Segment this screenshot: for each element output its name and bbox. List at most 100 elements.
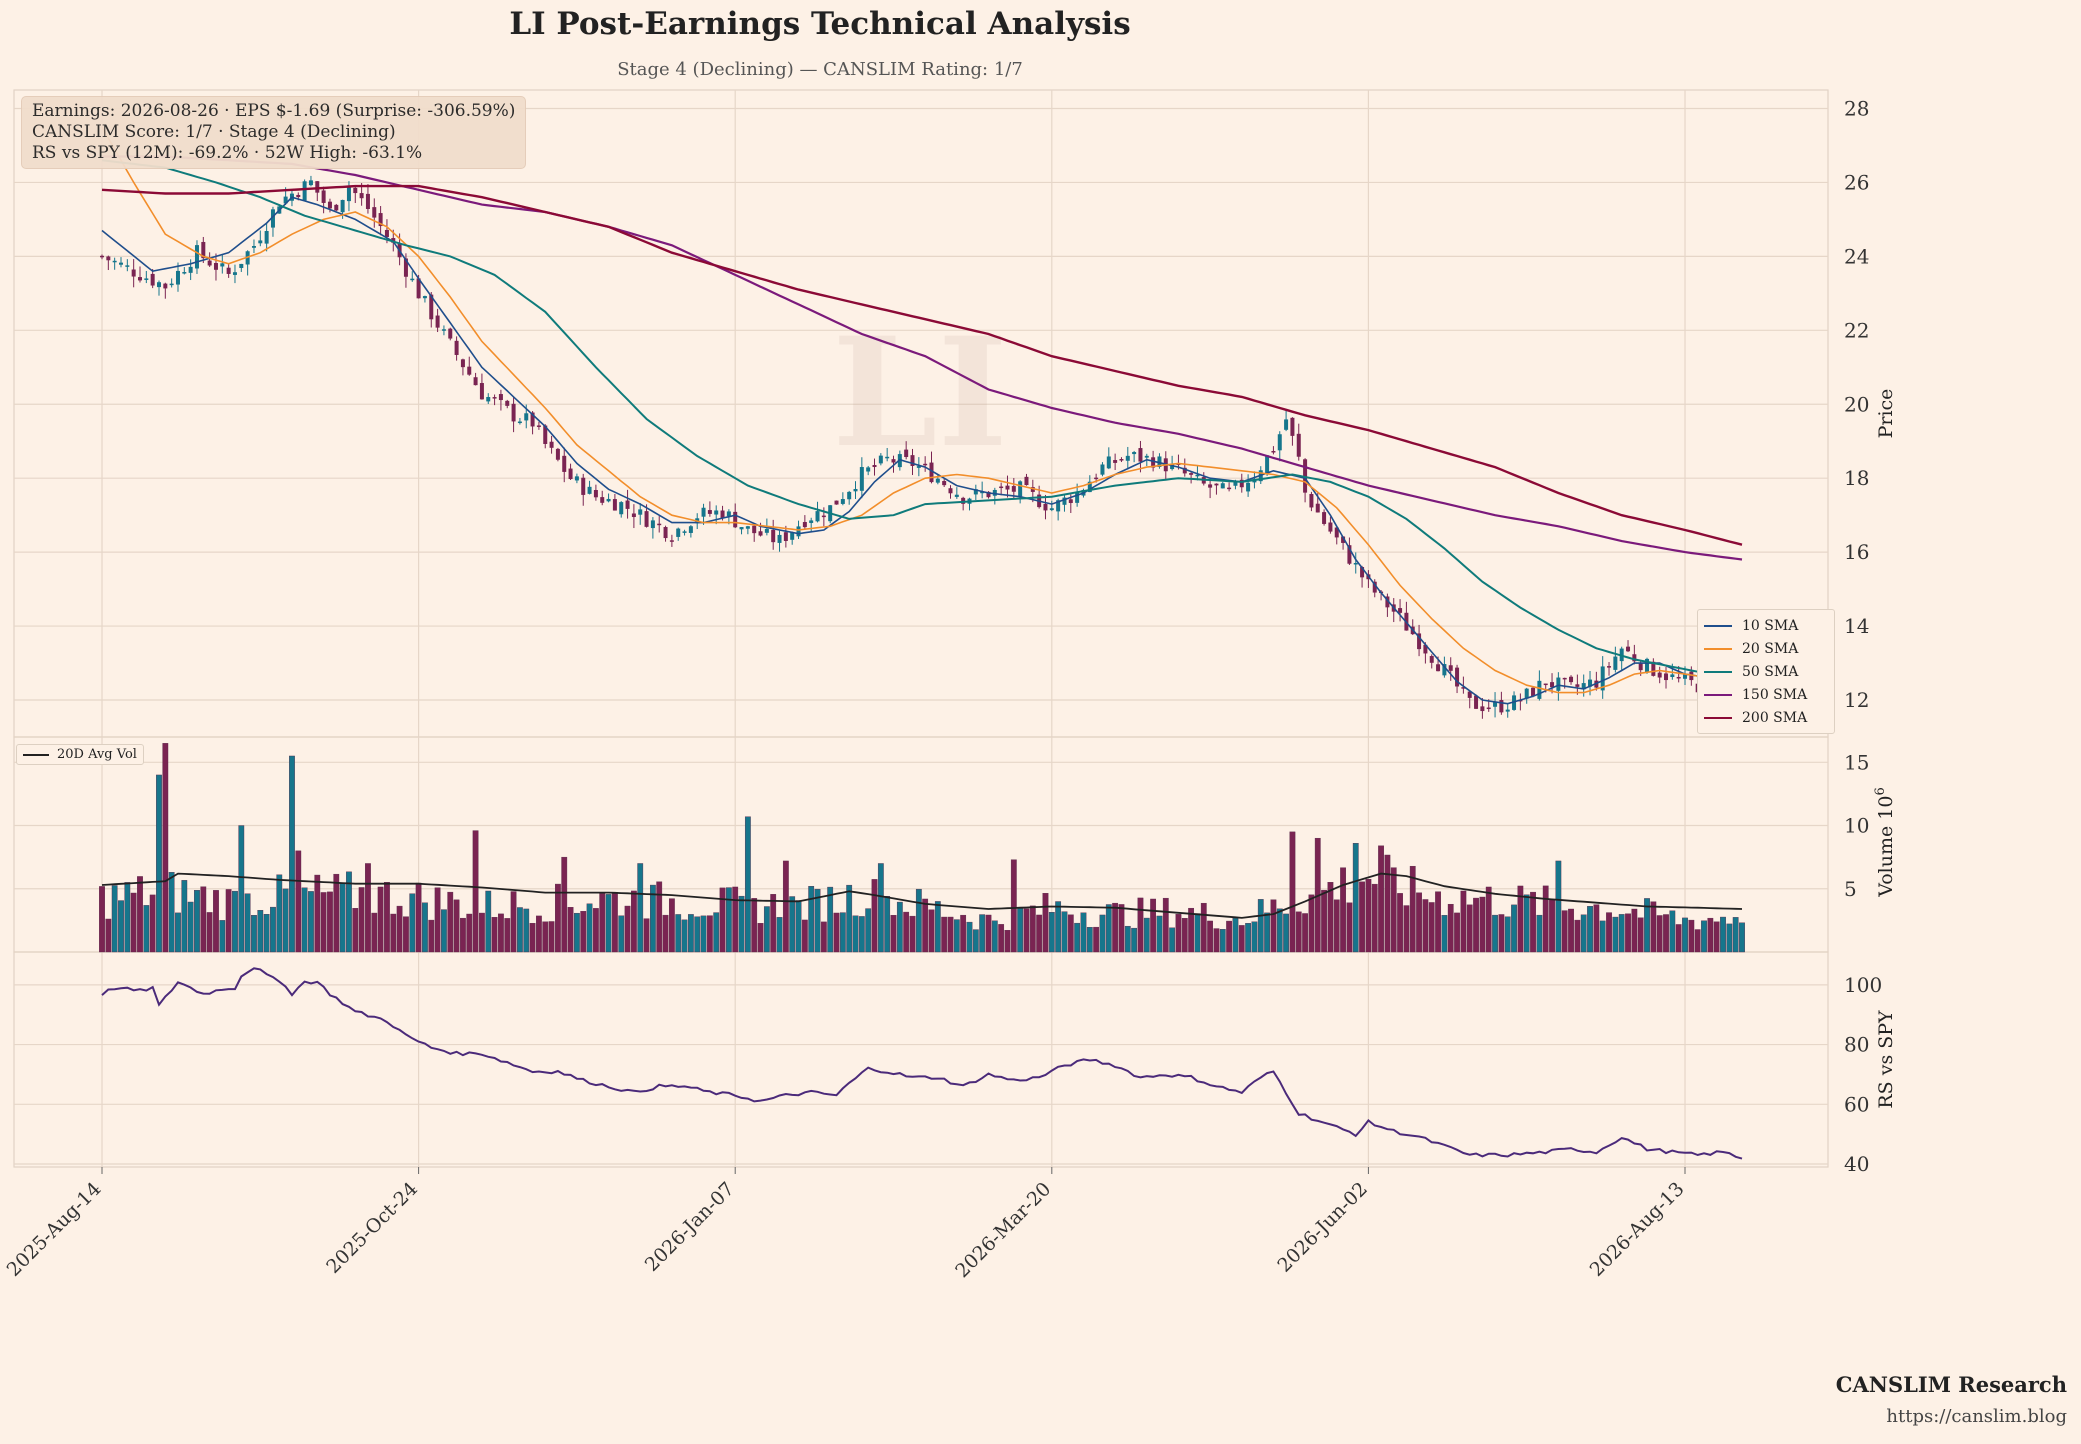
volume-bar xyxy=(1580,914,1587,953)
volume-bar xyxy=(1017,908,1024,953)
volume-bar xyxy=(1656,915,1663,953)
candle-body xyxy=(980,491,985,494)
volume-bar xyxy=(504,918,511,953)
candle-body xyxy=(847,491,852,500)
volume-bar xyxy=(384,882,390,953)
volume-bar xyxy=(1473,897,1479,953)
candle-body xyxy=(1657,672,1662,678)
volume-bar xyxy=(1416,892,1422,953)
volume-bar xyxy=(1371,883,1378,953)
candle-body xyxy=(935,478,940,483)
candle-body xyxy=(657,523,662,526)
candle-body xyxy=(638,509,643,515)
candle-body xyxy=(232,272,237,275)
volume-bars xyxy=(99,743,1745,953)
candle-body xyxy=(568,468,573,480)
candle-body xyxy=(1239,479,1244,488)
volume-bar xyxy=(1302,913,1308,953)
candle-body xyxy=(606,498,611,502)
volume-bar xyxy=(1599,920,1606,953)
candle-body xyxy=(1676,676,1681,679)
candle-body xyxy=(878,455,883,464)
candle-body xyxy=(1398,608,1403,613)
candle-body xyxy=(1423,644,1428,654)
volume-bar xyxy=(1080,912,1087,953)
volume-bar xyxy=(858,916,865,953)
volume-bar xyxy=(934,901,941,953)
volume-bar xyxy=(884,896,891,953)
volume-bar xyxy=(637,863,644,953)
volume-bar xyxy=(105,918,112,953)
volume-bar xyxy=(403,916,409,953)
candle-body xyxy=(220,263,225,267)
volume-bar xyxy=(1466,904,1473,953)
candle-body xyxy=(1467,691,1472,698)
volume-bar xyxy=(744,816,751,953)
volume-bar xyxy=(1568,908,1574,953)
volume-bar xyxy=(1479,896,1486,953)
volume-bar xyxy=(1067,914,1074,953)
candle-body xyxy=(1277,434,1282,451)
volume-bar xyxy=(922,898,929,953)
volume-bar xyxy=(232,890,238,953)
volume-bar xyxy=(251,915,257,953)
volume-bar xyxy=(276,874,283,953)
candle-body xyxy=(536,425,541,427)
candle-body xyxy=(264,231,269,244)
volume-bar xyxy=(447,891,454,953)
sma20-swatch xyxy=(1704,647,1732,650)
candle-body xyxy=(1100,464,1105,475)
volume-bar xyxy=(732,886,739,953)
volume-bar xyxy=(1384,854,1391,953)
volume-bar xyxy=(1245,923,1251,953)
volume-bar xyxy=(371,912,378,953)
candle-body xyxy=(612,499,617,511)
volume-bar xyxy=(808,886,815,953)
volume-bar xyxy=(1707,917,1714,953)
candle-body xyxy=(764,528,769,533)
volume-bar xyxy=(687,914,694,953)
candle-body xyxy=(1125,455,1130,461)
candle-body xyxy=(1537,680,1542,699)
volume-bar xyxy=(1460,890,1467,953)
volume-bar xyxy=(1637,917,1644,953)
volume-bar xyxy=(561,856,568,953)
volume-bar xyxy=(187,901,194,953)
volume-bar xyxy=(1276,908,1283,953)
candle-body xyxy=(486,396,491,402)
volume-bar xyxy=(1105,904,1112,953)
volume-bar xyxy=(1675,924,1682,953)
volume-bar xyxy=(213,890,219,953)
candle-body xyxy=(1068,499,1073,504)
volume-bar xyxy=(219,920,226,953)
volume-bar xyxy=(1200,902,1207,953)
volume-bar xyxy=(896,901,903,953)
candle-body xyxy=(1157,456,1162,467)
legend-item-sma50: 50 SMA xyxy=(1704,660,1828,683)
candle-body xyxy=(771,529,776,543)
volume-bar xyxy=(263,914,270,953)
volume-bar xyxy=(1542,885,1549,953)
price-y-tick-label: 18 xyxy=(1844,466,1869,490)
volume-bar xyxy=(479,912,485,953)
volume-bar xyxy=(776,917,783,953)
candle-body xyxy=(391,238,396,243)
volume-bar xyxy=(991,920,998,953)
volume-bar xyxy=(466,913,473,953)
volume-bar xyxy=(346,871,352,953)
candle-body xyxy=(600,497,605,503)
candle-body xyxy=(853,488,858,492)
candle-body xyxy=(1429,656,1434,663)
candle-body xyxy=(1442,664,1447,676)
candle-body xyxy=(726,511,731,517)
volume-bar xyxy=(1688,919,1695,953)
volume-bar xyxy=(1270,899,1277,953)
candle-body xyxy=(834,500,839,505)
rs-y-tick-label: 40 xyxy=(1844,1152,1869,1176)
candle-body xyxy=(1588,679,1593,687)
candle-body xyxy=(682,531,687,533)
volume-bar xyxy=(1194,913,1201,953)
volume-bar xyxy=(301,887,308,953)
legend-item-sma150: 150 SMA xyxy=(1704,683,1828,706)
